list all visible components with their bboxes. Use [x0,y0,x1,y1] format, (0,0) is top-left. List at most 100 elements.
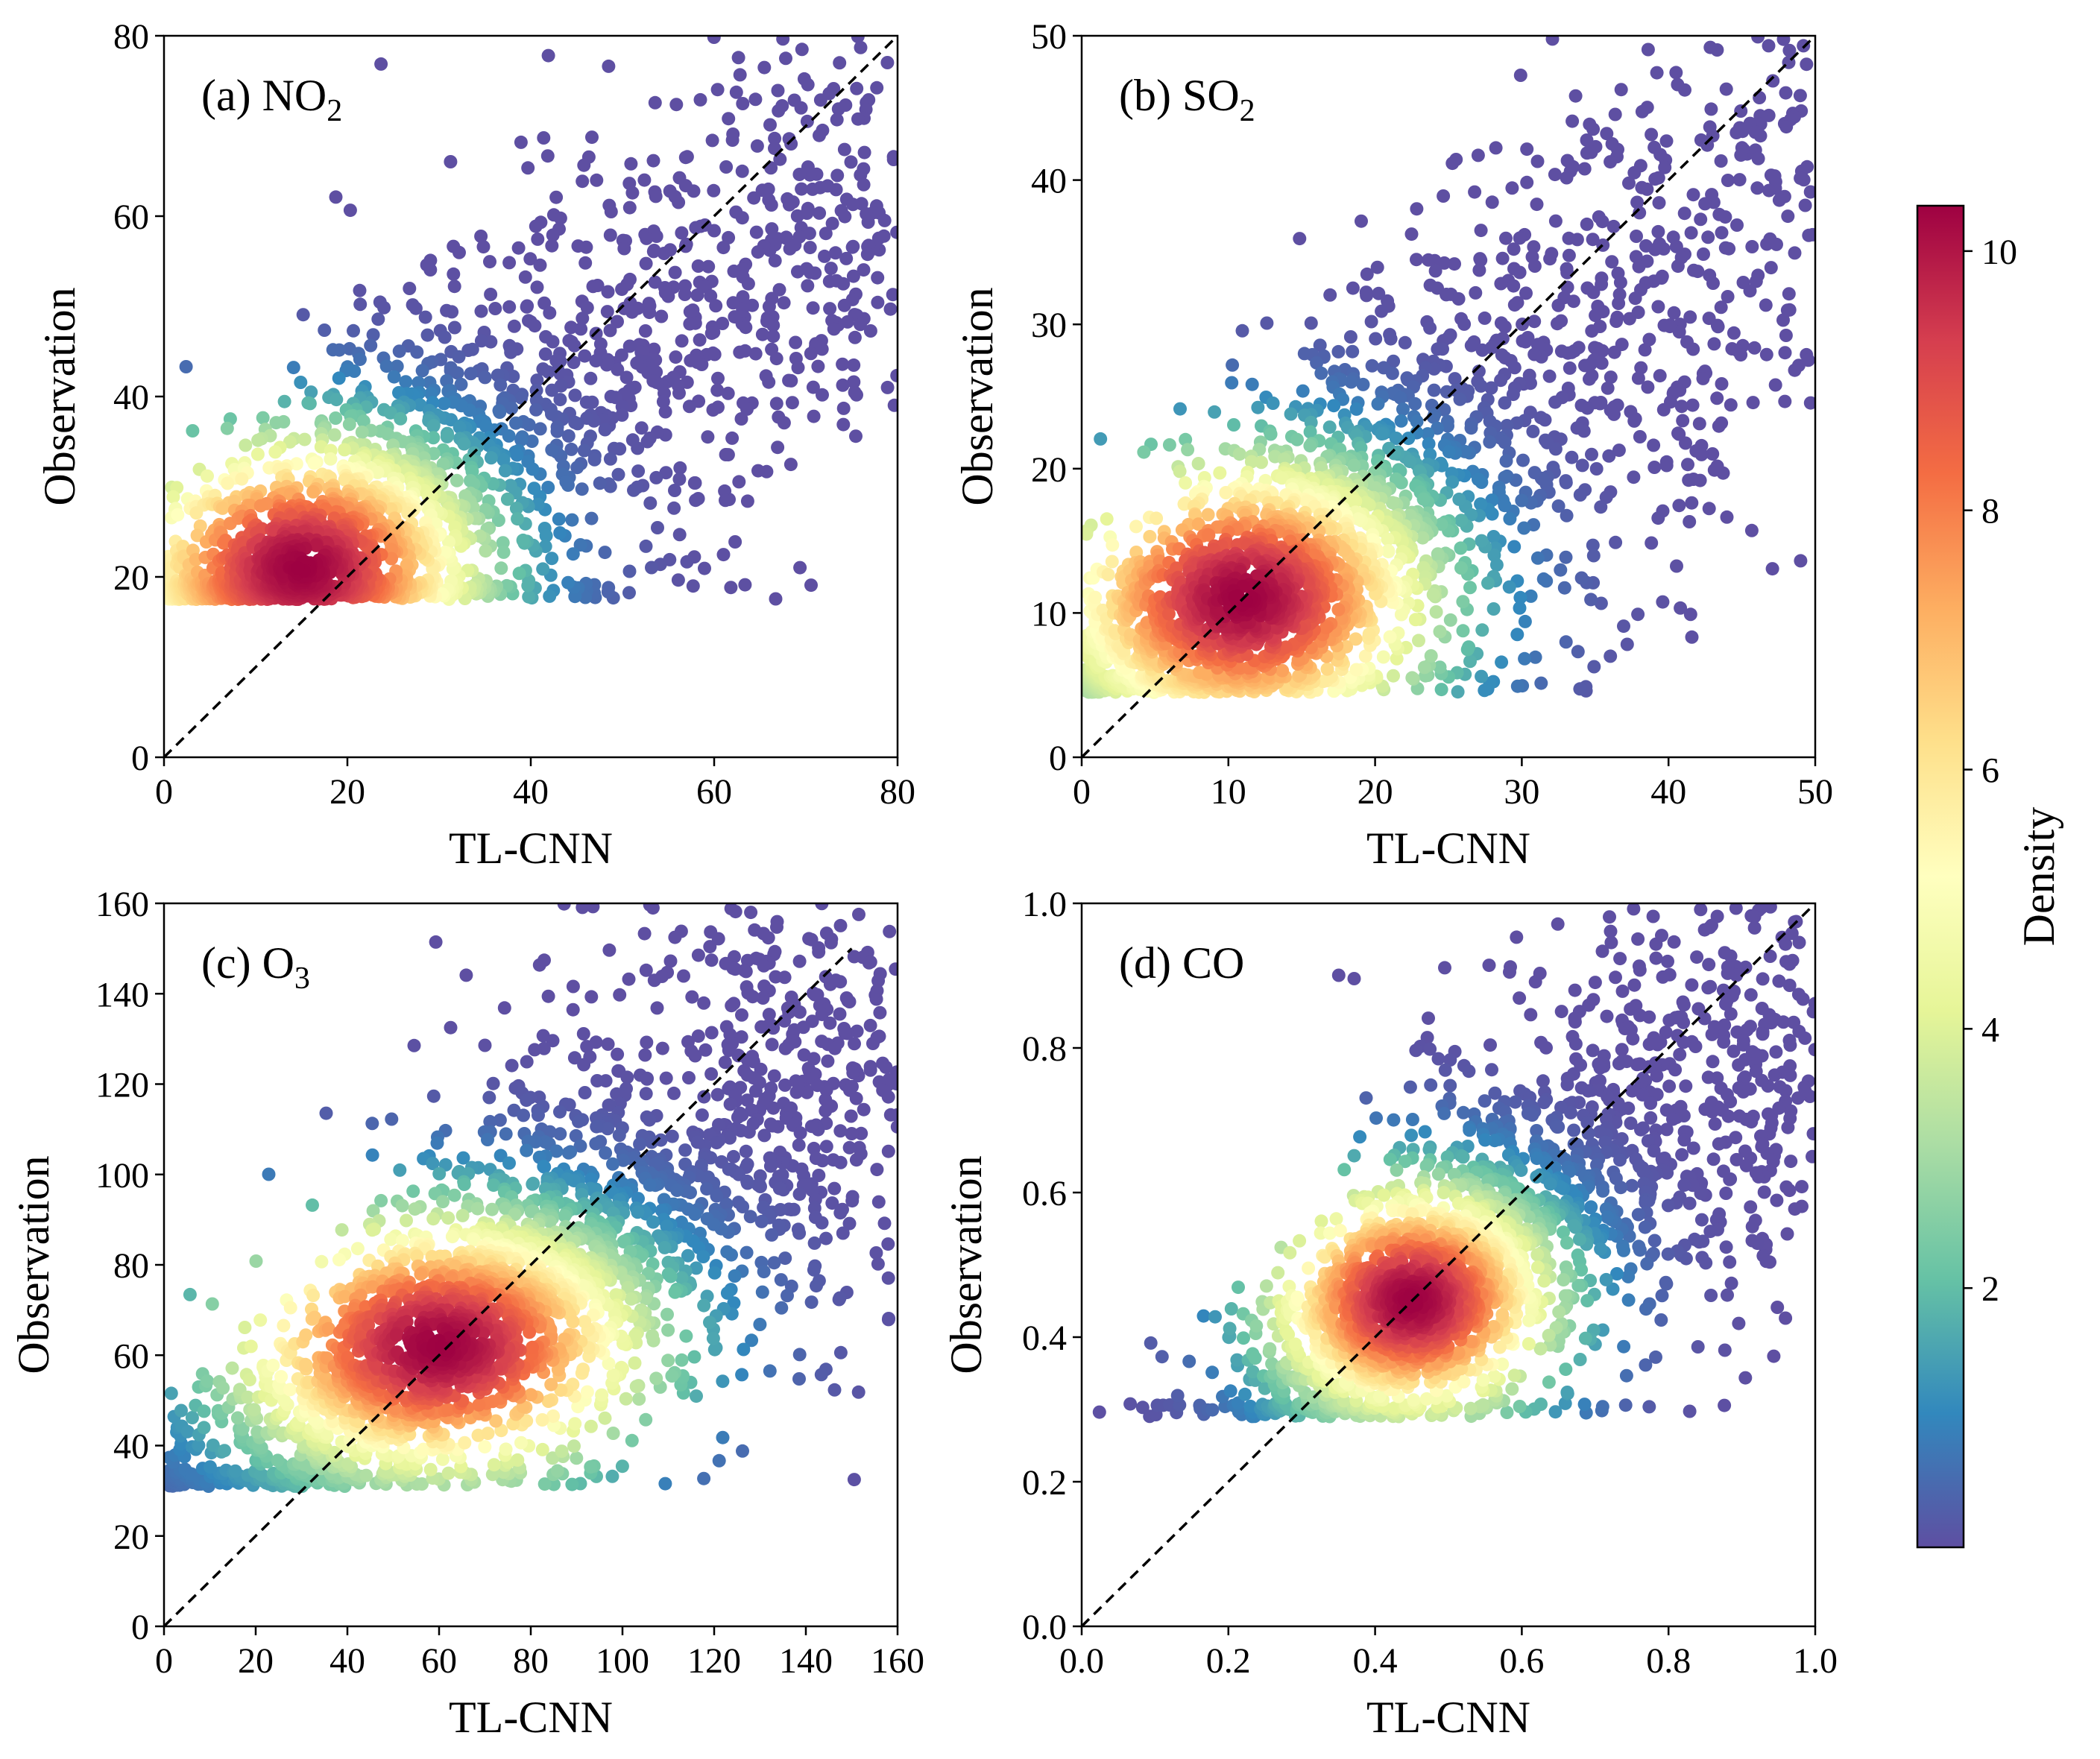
data-point [497,546,511,559]
data-point [1594,500,1607,514]
data-point [464,474,477,487]
data-point [760,315,774,328]
data-point [862,215,875,229]
data-point [1602,449,1615,463]
data-point [1236,324,1249,338]
data-point [870,81,883,95]
data-point [687,579,700,593]
data-point [631,464,645,478]
y-tick-label: 0 [131,739,149,778]
data-point [1669,66,1683,79]
data-point [1381,533,1395,546]
data-point [493,405,506,419]
data-point [1474,497,1487,511]
data-point [1781,209,1794,223]
data-point [353,284,367,297]
data-point [1645,537,1658,550]
data-point [1580,146,1594,160]
data-point [884,303,898,316]
data-point [1409,613,1422,626]
data-point [1683,515,1696,528]
data-point [1762,184,1776,198]
data-point [640,540,653,553]
data-point [1331,345,1345,359]
data-point [649,471,663,484]
data-point [268,445,282,458]
data-point [1681,458,1694,471]
data-point [772,411,785,424]
data-point [1657,403,1671,417]
data-point [239,438,252,452]
data-point [804,266,817,280]
data-point [572,239,585,253]
data-point [464,367,478,380]
data-point [1293,232,1306,245]
data-point [485,451,498,464]
data-point [1563,232,1576,245]
data-point [846,241,860,254]
x-tick-label: 0 [155,772,173,812]
data-point [807,301,820,315]
data-point [1760,238,1773,251]
data-point [1375,427,1388,440]
data-point [1384,631,1397,644]
data-point [1575,399,1589,412]
data-point [791,209,804,223]
data-point [1213,467,1226,480]
data-point [1346,282,1360,295]
data-point [1660,134,1674,148]
data-point [846,198,860,211]
data-point [1444,613,1457,627]
data-point [1401,432,1415,445]
data-point [1233,447,1246,461]
data-point [730,86,743,99]
data-point [707,184,720,198]
data-point [593,476,607,490]
data-point [448,321,461,335]
data-point [1490,558,1504,572]
data-point [1623,312,1636,326]
data-point [1331,603,1345,616]
data-point [1526,425,1539,438]
data-point [1682,473,1695,487]
data-point [543,306,556,320]
data-point [1552,499,1565,513]
data-point [823,275,836,288]
data-point [684,354,697,367]
data-point [426,420,440,433]
data-point [687,184,701,198]
data-point [1651,300,1665,314]
data-point [1276,664,1289,678]
data-point [672,386,686,400]
data-point [804,578,818,592]
data-point [807,410,821,423]
data-point [537,131,550,145]
data-point [1208,405,1221,419]
data-point [776,32,789,45]
data-point [542,49,555,63]
y-tick-label: 20 [113,558,149,598]
data-point [1639,343,1652,356]
data-point [1747,396,1760,409]
data-point [1410,202,1423,215]
data-point [1656,596,1669,609]
data-point [711,83,725,96]
data-point [327,343,340,356]
data-point [403,282,416,295]
data-point [1543,370,1557,383]
data-point [709,299,722,312]
scatter-points-b [1079,30,1819,699]
data-point [1719,241,1732,255]
data-point [888,399,901,412]
data-point [1088,591,1102,604]
data-point [1518,652,1531,666]
data-point [1478,312,1492,325]
data-point [1563,361,1577,375]
data-point [324,452,337,466]
data-point [1721,174,1735,187]
data-point [1710,391,1724,405]
data-point [1697,372,1710,385]
